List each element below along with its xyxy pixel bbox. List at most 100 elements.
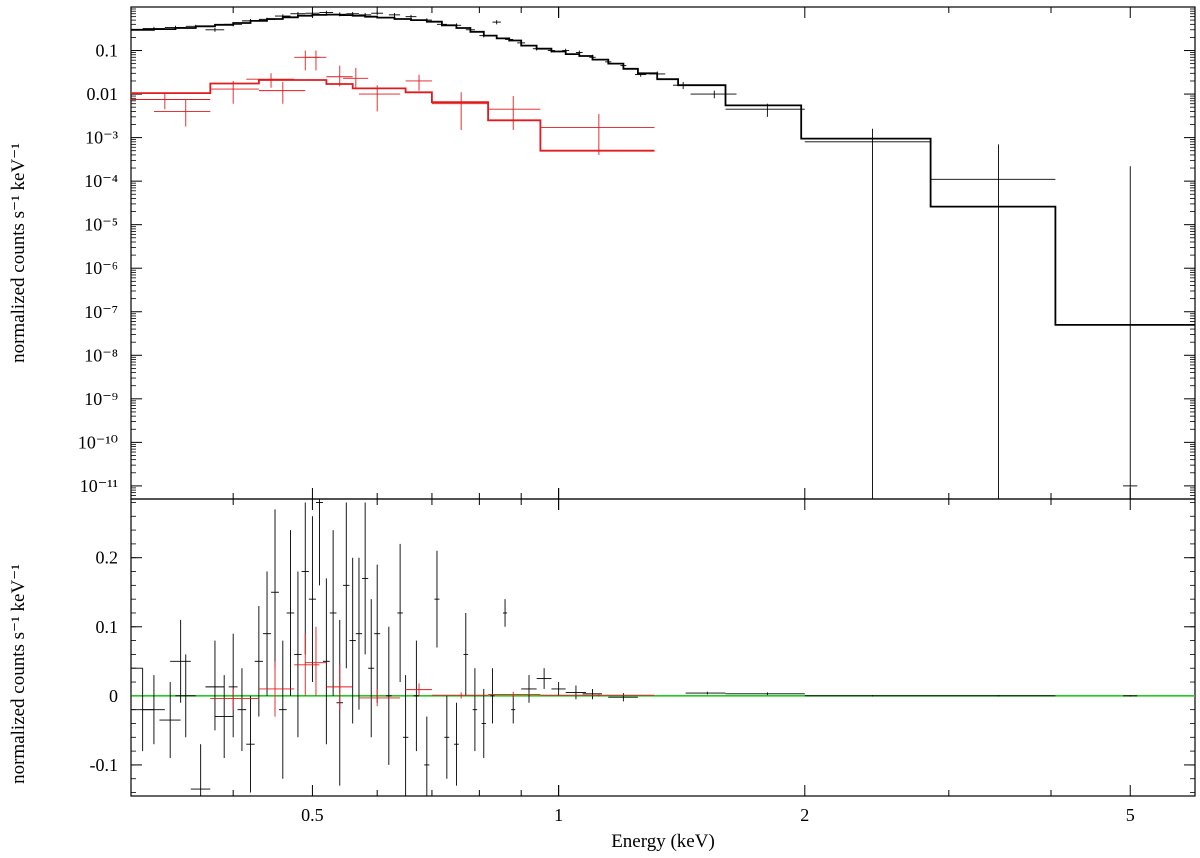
spectrum-y-tick-label: 10⁻¹¹ [80, 476, 118, 496]
spectrum-y-tick-label: 0.01 [87, 84, 119, 104]
data-point [258, 661, 295, 717]
data-point [431, 692, 489, 699]
data-point [431, 92, 489, 130]
data-point [540, 113, 655, 155]
model-step-line [131, 13, 1195, 326]
data-point [540, 693, 655, 697]
data-point [725, 692, 805, 696]
data-point [305, 50, 327, 71]
data-point [278, 640, 287, 779]
data-point [685, 691, 726, 695]
data-point [405, 74, 432, 91]
spectrum-y-tick-label: 10⁻¹⁰ [78, 432, 118, 452]
data-point [322, 578, 330, 745]
data-point [142, 675, 165, 745]
data-point [294, 633, 320, 696]
data-point [205, 27, 225, 32]
data-point [349, 557, 356, 724]
data-point [271, 509, 279, 669]
data-point [326, 65, 353, 87]
data-point [481, 688, 486, 759]
data-point [690, 90, 737, 99]
data-point [210, 688, 259, 710]
data-point [385, 626, 392, 765]
data-point [170, 619, 191, 703]
data-point [444, 695, 450, 779]
data-point [358, 85, 401, 112]
data-point [214, 675, 234, 759]
data-point [397, 543, 403, 683]
residuals-y-axis-title: normalized counts s⁻¹ keV⁻¹ [8, 564, 29, 784]
data-point [488, 96, 541, 130]
data-point [175, 654, 196, 738]
data-point [329, 530, 337, 696]
data-point [368, 599, 375, 738]
data-point [1123, 695, 1138, 697]
spectrum-y-axis-title: normalized counts s⁻¹ keV⁻¹ [8, 143, 29, 363]
data-point [424, 716, 430, 796]
data-point [237, 668, 247, 752]
data-point [131, 626, 143, 710]
spectrum-y-tick-label: 10⁻⁹ [84, 389, 118, 409]
data-point [374, 564, 381, 703]
data-point [262, 571, 272, 696]
spectrum-y-tick-label: 10⁻⁴ [84, 171, 118, 191]
data-point [228, 633, 238, 738]
data-point [472, 668, 478, 752]
residuals-y-tick-label: 0.1 [96, 617, 119, 637]
data-point [804, 128, 931, 499]
x-tick-label: 5 [1126, 805, 1135, 825]
data-point [551, 682, 566, 696]
spectrum-y-tick-label: 10⁻⁸ [84, 345, 118, 365]
data-point [502, 599, 508, 627]
data-point [804, 695, 931, 697]
data-point [405, 683, 432, 696]
data-point [301, 502, 309, 655]
x-tick-label: 1 [554, 805, 563, 825]
data-point [490, 668, 495, 724]
data-point [305, 626, 327, 696]
spectrum-y-tick-label: 10⁻⁷ [84, 302, 118, 322]
data-point [565, 685, 586, 700]
data-point [371, 11, 384, 16]
data-point [362, 502, 369, 655]
data-point [413, 640, 420, 752]
data-point [930, 144, 1056, 499]
data-point [254, 606, 263, 717]
data-point [159, 682, 181, 759]
data-point [536, 668, 552, 689]
data-point [205, 640, 225, 731]
data-point [402, 675, 409, 796]
data-point [355, 557, 363, 710]
data-point [1123, 166, 1138, 499]
residuals-y-tick-label: -0.1 [90, 755, 119, 775]
spectrum-y-tick-label: 0.1 [96, 41, 119, 61]
data-point [190, 744, 211, 796]
data-point [286, 530, 295, 696]
data-point [434, 550, 440, 648]
data-point [358, 688, 401, 707]
data-point [131, 92, 211, 110]
data-point [511, 695, 516, 724]
residuals-y-tick-label: 0.2 [96, 548, 119, 568]
data-point [210, 80, 259, 104]
data-point [294, 571, 302, 738]
residuals-y-tick-label: 0 [109, 686, 118, 706]
data-point [521, 675, 537, 703]
data-point [463, 612, 469, 696]
data-point [343, 67, 369, 90]
x-axis-title: Energy (keV) [611, 831, 715, 852]
data-point [246, 695, 255, 793]
data-point [326, 664, 353, 710]
data-point [308, 516, 316, 683]
data-point [492, 20, 501, 25]
data-point [388, 12, 401, 17]
data-point [153, 99, 211, 127]
residuals-panel: 0.5 1 2 5 0.2 0.1 0 -0.1 [90, 498, 1196, 825]
spectrum-y-tick-label: 10⁻³ [85, 128, 119, 148]
data-point [608, 693, 638, 702]
spectrum-panel: 0.1 0.01 10⁻³ 10⁻⁴ 10⁻⁵ 10⁻⁶ 10⁻⁷ 10⁻⁸ 10⁻⁹ 10⁻¹⁰… [78, 6, 1196, 500]
data-point [258, 81, 306, 104]
data-point [488, 691, 541, 698]
